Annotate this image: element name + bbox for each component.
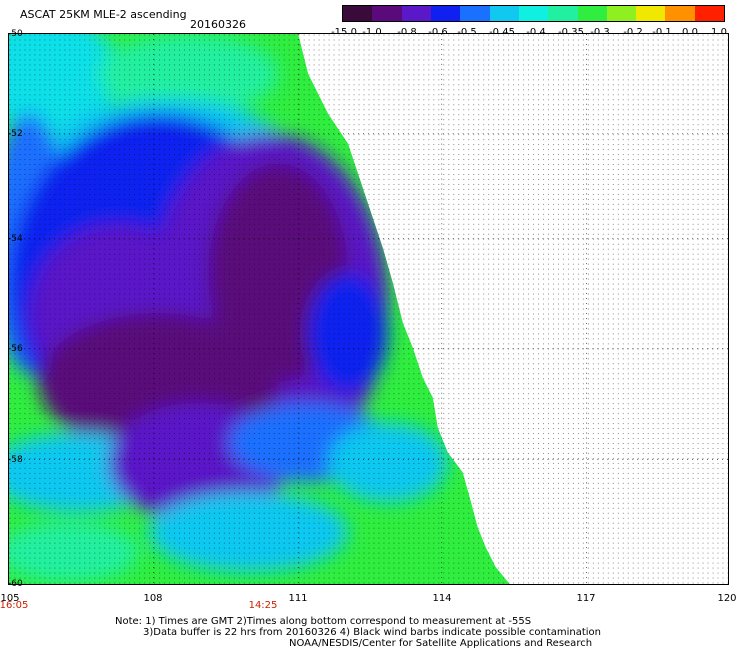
colorbar-label: 1.0	[711, 27, 727, 38]
colorbar-label: -0.45	[489, 27, 515, 38]
colorbar-label: -0.3	[590, 27, 610, 38]
x-tick-label: 108	[143, 593, 163, 604]
colorbar-swatch	[577, 6, 607, 21]
note-line: Note: 1) Times are GMT 2)Times along bot…	[115, 616, 532, 627]
x-tick-label: 105	[0, 593, 20, 604]
y-tick-label: -56	[8, 344, 23, 354]
y-tick-label: -50	[8, 29, 23, 39]
y-tick-label: -60	[8, 579, 23, 589]
time-label: 16:05	[0, 600, 29, 611]
note-line: NOAA/NESDIS/Center for Satellite Applica…	[289, 638, 593, 649]
colorbar-label: -0.5	[457, 27, 477, 38]
colorbar-swatch	[606, 6, 637, 21]
colorbar-label: -0.6	[428, 27, 448, 38]
y-tick-label: -54	[8, 234, 23, 244]
colorbar-label: -0.1	[652, 27, 672, 38]
colorbar-swatch	[401, 6, 431, 21]
colorbar-swatch	[694, 6, 725, 21]
map-date: 20160326	[190, 18, 246, 31]
colorbar-label: -0.8	[397, 27, 417, 38]
x-tick-label: 120	[717, 593, 737, 604]
map-title: ASCAT 25KM MLE-2 ascending	[20, 8, 187, 21]
colorbar-label: -1.0	[362, 27, 382, 38]
wind-map	[8, 33, 729, 585]
colorbar	[342, 5, 725, 22]
colorbar-label: 0.0	[682, 27, 698, 38]
colorbar-label: -15.0	[331, 27, 357, 38]
colorbar-swatch	[343, 6, 373, 21]
x-tick-label: 114	[432, 593, 452, 604]
colorbar-swatch	[489, 6, 519, 21]
x-tick-label: 117	[576, 593, 596, 604]
colorbar-label: -0.4	[526, 27, 546, 38]
colorbar-swatch	[372, 6, 402, 21]
colorbar-label: -0.35	[558, 27, 584, 38]
colorbar-swatch	[548, 6, 578, 21]
colorbar-swatch	[460, 6, 490, 21]
y-tick-label: -58	[8, 455, 23, 465]
note-line: 3)Data buffer is 22 hrs from 20160326 4)…	[143, 627, 601, 638]
time-label: 14:25	[248, 600, 278, 611]
x-tick-label: 111	[288, 593, 308, 604]
colorbar-swatch	[636, 6, 666, 21]
colorbar-swatch	[665, 6, 695, 21]
colorbar-swatch	[430, 6, 461, 21]
colorbar-label: -0.2	[623, 27, 643, 38]
colorbar-swatch	[518, 6, 549, 21]
y-tick-label: -52	[8, 129, 23, 139]
